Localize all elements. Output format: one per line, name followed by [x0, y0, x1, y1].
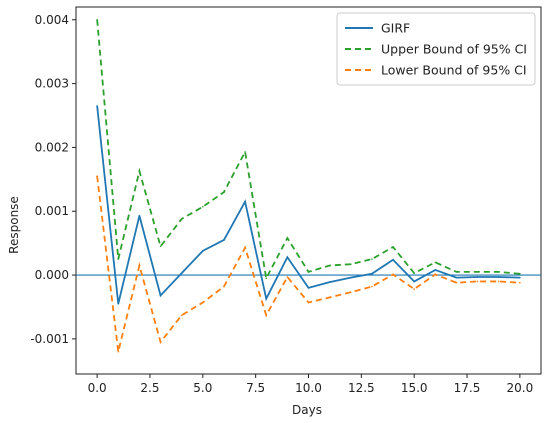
x-axis-label: Days — [292, 403, 322, 417]
data-point — [328, 296, 331, 299]
data-point — [392, 246, 394, 248]
data-point — [180, 218, 183, 220]
data-point — [117, 258, 120, 260]
data-point — [371, 272, 373, 275]
y-tick-label: 0.004 — [35, 13, 69, 27]
data-point — [159, 341, 162, 343]
data-point — [223, 285, 225, 288]
data-point — [265, 297, 268, 300]
data-point — [328, 281, 331, 283]
data-point — [96, 18, 98, 21]
y-axis-label: Response — [7, 196, 21, 254]
data-point — [476, 280, 479, 283]
legend: GIRF Upper Bound of 95% CI Lower Bound of … — [336, 12, 536, 86]
data-point — [476, 276, 479, 278]
data-point — [349, 291, 352, 294]
data-point — [455, 276, 458, 279]
x-axis: 0.0 2.5 5.0 7.5 10.0 12.5 15.0 17.5 20.0 — [88, 374, 534, 395]
data-point — [497, 276, 500, 278]
data-point — [286, 237, 289, 239]
data-point — [349, 263, 352, 266]
data-point — [392, 273, 394, 276]
x-tick-label: 5.0 — [193, 381, 212, 395]
y-tick-label: 0.001 — [35, 204, 69, 218]
x-tick-label: 17.5 — [454, 381, 481, 395]
data-point — [180, 272, 183, 274]
data-point — [434, 269, 437, 271]
data-point — [202, 301, 204, 304]
data-point — [265, 314, 268, 317]
data-point — [244, 246, 246, 249]
series-layer — [96, 18, 521, 353]
x-tick-label: 15.0 — [401, 381, 428, 395]
data-point — [265, 277, 268, 280]
data-point — [307, 301, 310, 304]
data-point — [328, 264, 331, 267]
data-point — [413, 272, 415, 274]
data-point — [96, 105, 98, 107]
data-point — [392, 258, 394, 261]
y-tick-label: 0.000 — [35, 268, 69, 282]
data-point — [519, 272, 521, 275]
y-tick-label: 0.002 — [35, 140, 69, 154]
data-point — [138, 264, 141, 267]
data-point — [180, 314, 183, 317]
data-point — [519, 276, 521, 279]
data-point — [159, 245, 162, 248]
data-point — [223, 191, 225, 193]
data-point — [455, 271, 458, 273]
data-point — [117, 302, 120, 305]
data-point — [413, 288, 415, 290]
legend-entry-label: Lower Bound of 95% CI — [381, 63, 527, 78]
data-point — [286, 256, 289, 258]
data-point — [349, 276, 352, 279]
data-point — [455, 281, 458, 284]
x-tick-label: 2.5 — [140, 381, 159, 395]
data-point — [307, 287, 310, 289]
data-point — [244, 151, 246, 153]
data-point — [244, 200, 246, 203]
data-point — [286, 276, 289, 278]
x-tick-label: 7.5 — [246, 381, 265, 395]
x-tick-label: 12.5 — [348, 381, 375, 395]
data-point — [371, 285, 373, 288]
data-point — [497, 280, 500, 283]
x-tick-label: 10.0 — [295, 381, 322, 395]
data-point — [159, 294, 162, 297]
legend-box — [336, 12, 536, 86]
legend-entry-label: Upper Bound of 95% CI — [381, 42, 527, 57]
x-tick-label: 20.0 — [507, 381, 534, 395]
data-point — [223, 239, 225, 241]
data-point — [202, 250, 204, 252]
data-point — [202, 205, 204, 208]
data-point — [96, 175, 98, 177]
data-point — [434, 273, 437, 276]
y-axis: -0.001 0.000 0.001 0.002 0.003 0.004 — [30, 13, 76, 346]
data-point — [413, 280, 415, 283]
data-point — [434, 261, 437, 264]
x-tick-label: 0.0 — [88, 381, 107, 395]
data-point — [138, 214, 141, 217]
legend-entry-label: GIRF — [381, 21, 410, 36]
data-point — [497, 271, 500, 273]
data-point — [476, 271, 479, 273]
data-point — [519, 281, 521, 284]
data-point — [371, 258, 373, 260]
y-tick-label: -0.001 — [30, 332, 69, 346]
data-point — [307, 271, 310, 273]
data-point — [117, 350, 120, 353]
data-point — [138, 170, 141, 172]
y-tick-label: 0.003 — [35, 77, 69, 91]
